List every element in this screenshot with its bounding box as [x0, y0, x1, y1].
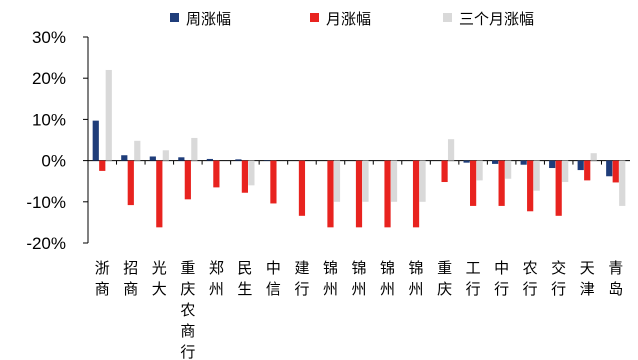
bar-series-2-cat-4 — [184, 160, 191, 200]
bar-series-2-cat-9 — [327, 160, 334, 228]
bar-series-3-cat-9 — [333, 160, 341, 202]
bar-series-1-cat-14 — [463, 160, 470, 163]
y-tick-label: 0% — [41, 152, 66, 171]
bar-series-3-cat-10 — [362, 160, 369, 202]
x-category-label: 浙商 — [95, 259, 110, 298]
bar-series-2-cat-3 — [156, 160, 163, 228]
x-category-label: 民生 — [237, 259, 252, 298]
bar-series-2-cat-10 — [355, 160, 363, 228]
bar-series-2-cat-14 — [470, 160, 477, 206]
bar-series-2-cat-17 — [555, 160, 562, 216]
legend: 周涨幅 月涨幅 三个月涨幅 — [170, 10, 534, 28]
bar-series-3-cat-3 — [162, 150, 169, 161]
legend-label-1: 周涨幅 — [186, 10, 231, 28]
bar-series-3-cat-1 — [105, 69, 112, 161]
bar-series-3-cat-6 — [248, 160, 255, 186]
bar-series-2-cat-18 — [584, 160, 591, 181]
x-category-label: 锦州 — [380, 259, 395, 298]
bar-series-3-cat-11 — [390, 160, 398, 202]
bar-series-2-cat-2 — [127, 160, 134, 206]
bars — [92, 69, 626, 228]
bar-series-2-cat-11 — [384, 160, 391, 228]
y-tick-label: -20% — [26, 234, 66, 253]
bar-series-2-cat-7 — [270, 160, 277, 204]
bar-series-2-cat-16 — [527, 160, 534, 212]
bar-series-3-cat-13 — [447, 139, 455, 161]
y-tick-label: 20% — [32, 69, 66, 88]
x-category-label: 重庆农商行 — [180, 259, 195, 360]
bar-series-1-cat-3 — [149, 156, 156, 161]
bar-series-1-cat-1 — [92, 120, 99, 161]
bar-series-1-cat-16 — [520, 160, 527, 165]
y-tick-label: -10% — [26, 193, 66, 212]
bar-series-3-cat-4 — [191, 137, 198, 161]
bar-series-1-cat-6 — [235, 159, 242, 161]
y-tick-label: 10% — [32, 110, 66, 129]
x-category-label: 锦州 — [323, 259, 338, 298]
x-axis-labels: 浙商招商光大重庆农商行郑州民生中信建行锦州锦州锦州锦州重庆工行中行农行交行天津青… — [95, 259, 623, 360]
bar-series-3-cat-18 — [590, 153, 597, 161]
bar-series-1-cat-4 — [178, 157, 185, 161]
x-category-label: 工行 — [466, 259, 481, 298]
bar-series-1-cat-18 — [577, 160, 584, 171]
y-tick-label: 30% — [32, 28, 66, 47]
bar-series-2-cat-19 — [612, 160, 619, 183]
x-category-label: 锦州 — [351, 259, 366, 298]
x-category-label: 中信 — [266, 259, 281, 298]
bar-series-1-cat-2 — [121, 155, 128, 161]
x-category-label: 郑州 — [209, 259, 224, 298]
legend-swatch-2 — [310, 13, 319, 22]
x-category-label: 青岛 — [608, 259, 623, 298]
bar-series-2-cat-8 — [298, 160, 306, 216]
bar-series-1-cat-19 — [606, 160, 613, 177]
bar-series-3-cat-16 — [533, 160, 540, 191]
x-category-label: 招商 — [123, 259, 138, 298]
bar-series-3-cat-15 — [505, 160, 512, 179]
legend-swatch-3 — [443, 13, 452, 22]
bar-series-3-cat-14 — [476, 160, 483, 181]
bar-series-3-cat-2 — [134, 140, 141, 161]
x-category-label: 天津 — [580, 259, 595, 298]
bar-series-1-cat-5 — [206, 158, 213, 161]
bar-series-3-cat-19 — [619, 160, 626, 206]
bar-series-2-cat-15 — [498, 160, 505, 206]
x-category-label: 农行 — [523, 259, 538, 298]
x-category-label: 锦州 — [409, 259, 424, 298]
x-category-label: 交行 — [551, 259, 566, 298]
bar-series-1-cat-15 — [492, 160, 499, 164]
legend-label-2: 月涨幅 — [326, 10, 371, 28]
bar-series-1-cat-17 — [549, 160, 556, 169]
bar-series-2-cat-13 — [441, 160, 448, 183]
bar-series-2-cat-6 — [241, 160, 248, 193]
bar-series-2-cat-12 — [412, 160, 420, 228]
bar-series-3-cat-12 — [419, 160, 426, 202]
bar-series-2-cat-1 — [99, 160, 106, 171]
legend-label-3: 三个月涨幅 — [459, 10, 534, 28]
legend-swatch-1 — [170, 13, 179, 22]
bar-series-2-cat-5 — [213, 160, 220, 188]
x-category-label: 建行 — [294, 259, 309, 298]
x-category-label: 重庆 — [437, 259, 452, 298]
bar-series-1-cat-7 — [263, 160, 271, 161]
bar-series-3-cat-17 — [562, 160, 569, 183]
x-category-label: 光大 — [152, 259, 167, 298]
x-category-label: 中行 — [494, 259, 509, 298]
